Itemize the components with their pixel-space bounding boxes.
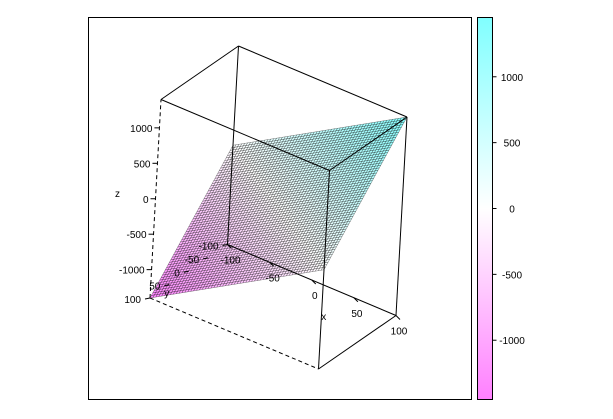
z-tick-label: -1000 xyxy=(119,266,145,277)
box-edge xyxy=(329,116,408,171)
x-tick xyxy=(311,279,317,285)
box-edge xyxy=(395,116,408,316)
colorbar: 1000 500 0 -500 -1000 xyxy=(477,17,525,400)
colorbar-tick-label: 1000 xyxy=(501,73,524,84)
x-tick-label: -50 xyxy=(265,273,280,284)
y-axis-label: y xyxy=(164,288,169,299)
y-tick-label: 0 xyxy=(174,268,180,279)
x-tick-label: -100 xyxy=(220,256,240,267)
colorbar-ticks: 1000 500 0 -500 -1000 xyxy=(492,73,525,347)
y-tick xyxy=(164,284,170,287)
plot-panel xyxy=(88,17,472,400)
y-tick xyxy=(222,244,228,246)
y-tick xyxy=(144,297,151,300)
x-tick xyxy=(227,244,232,249)
z-axis-label: z xyxy=(115,189,120,200)
x-tick xyxy=(395,315,401,320)
box-edge xyxy=(238,45,408,118)
y-tick xyxy=(183,270,189,273)
colorbar-tick-label: 0 xyxy=(509,205,515,216)
colorbar-tick-label: 500 xyxy=(504,139,521,150)
box-edge xyxy=(160,99,330,171)
x-axis-label: x xyxy=(321,312,326,323)
colorbar-ramp xyxy=(477,17,493,400)
colorbar-tick-label: -1000 xyxy=(499,336,525,347)
axes: -100-50050100x-100-50050100y-1000-500050… xyxy=(115,124,408,338)
x-tick xyxy=(353,297,359,303)
box-edge xyxy=(160,45,239,100)
box-edge xyxy=(318,170,330,370)
colorbar-tick-label: -500 xyxy=(502,270,522,281)
y-tick xyxy=(203,257,209,260)
z-tick-label: -500 xyxy=(127,230,147,241)
z-tick-label: 1000 xyxy=(130,124,153,135)
x-tick-label: 100 xyxy=(391,327,408,338)
box-edge xyxy=(318,315,397,370)
y-tick-label: 50 xyxy=(149,282,161,293)
x-tick xyxy=(269,261,274,267)
box-edge-hidden xyxy=(149,297,319,370)
z-tick-label: 500 xyxy=(134,159,151,170)
y-tick-label: -50 xyxy=(185,255,200,266)
y-tick-label: 100 xyxy=(124,295,141,306)
z-tick-label: 0 xyxy=(143,195,149,206)
y-tick-label: -100 xyxy=(198,242,218,253)
x-tick-label: 50 xyxy=(351,309,363,320)
surface-cell xyxy=(149,294,155,299)
box-edge xyxy=(227,45,239,245)
x-tick-label: 0 xyxy=(312,291,318,302)
